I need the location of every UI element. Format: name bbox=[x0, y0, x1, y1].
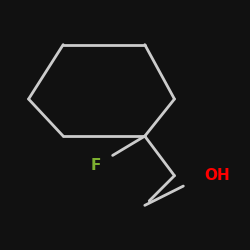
Text: OH: OH bbox=[204, 168, 230, 183]
Text: F: F bbox=[90, 158, 101, 173]
